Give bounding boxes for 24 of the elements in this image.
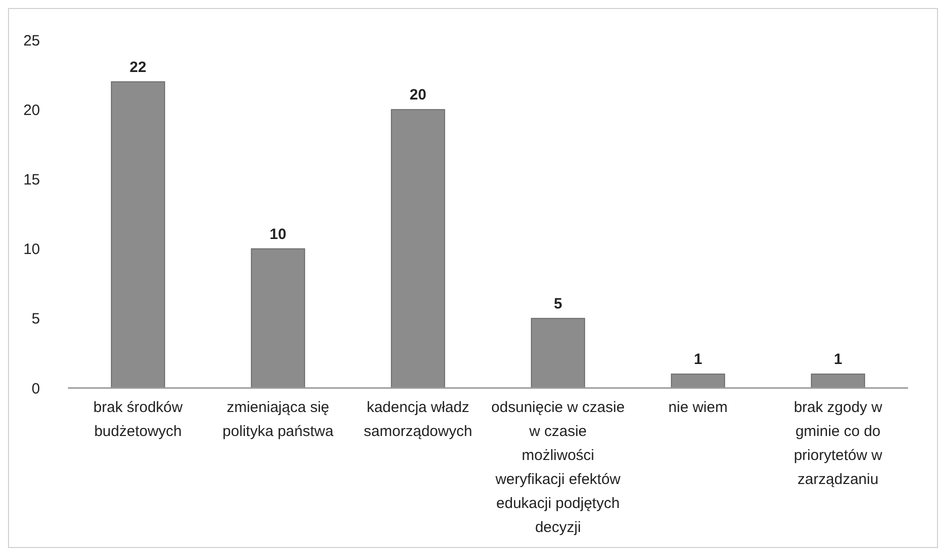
data-label: 10 (270, 226, 286, 243)
data-label: 5 (554, 295, 562, 312)
x-tick-label: nie wiem (668, 399, 728, 416)
y-tick-label: 20 (23, 102, 40, 119)
y-tick-label: 15 (23, 171, 40, 188)
x-tick-label: brak środków budżetowych (93, 399, 183, 440)
data-label: 20 (410, 86, 426, 104)
bar (390, 109, 446, 388)
data-label: 1 (694, 351, 702, 368)
data-label: 22 (130, 58, 146, 76)
bar (250, 248, 306, 388)
bar (670, 374, 726, 388)
x-tick-label: zmieniająca się polityka państwa (222, 399, 334, 440)
x-tick-label: odsunięcie w czasie w czasie możliwości weryfikacji efektów edukacji podjętych decyzji (491, 399, 625, 536)
y-tick-label: 5 (32, 310, 40, 328)
y-tick-label: 10 (23, 241, 40, 258)
y-tick-label: 0 (32, 380, 40, 398)
bar (110, 81, 166, 388)
x-tick-label: kadencja władz samorządowych (364, 399, 472, 440)
data-label: 1 (834, 351, 842, 368)
bar (810, 374, 866, 388)
bar (530, 318, 586, 388)
y-tick-label: 25 (23, 32, 40, 50)
x-tick-label: brak zgody w gminie co do priorytetów w zarządzaniu (794, 399, 882, 488)
